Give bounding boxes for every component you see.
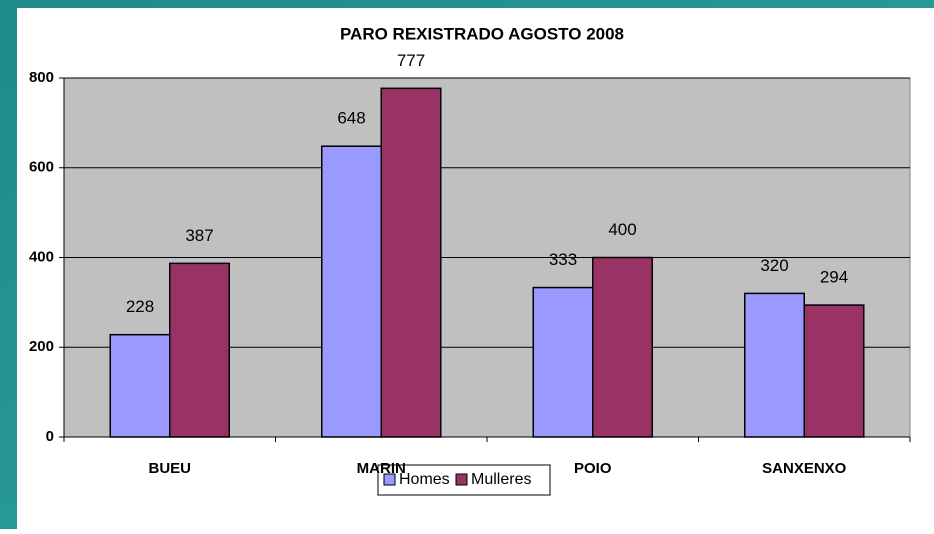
bar <box>169 262 230 438</box>
y-tick-label: 200 <box>29 338 54 355</box>
data-label: 228 <box>126 297 154 316</box>
bar <box>321 145 382 438</box>
bar <box>380 87 442 438</box>
legend-label: Mulleres <box>471 471 531 488</box>
data-label: 387 <box>185 226 213 245</box>
bar <box>803 304 865 438</box>
bar <box>532 286 594 438</box>
data-label: 400 <box>608 220 636 239</box>
legend-label: Homes <box>399 471 450 488</box>
data-label: 777 <box>397 51 425 70</box>
y-tick-label: 0 <box>46 428 54 445</box>
bar <box>592 256 653 438</box>
data-label: 333 <box>549 250 577 269</box>
chart-title: PARO REXISTRADO AGOSTO 2008 <box>340 24 624 43</box>
legend-swatch <box>383 473 396 486</box>
y-tick-label: 800 <box>29 69 54 86</box>
x-tick-label: BUEU <box>148 460 191 477</box>
y-tick-label: 400 <box>29 248 54 265</box>
x-tick-label: POIO <box>574 460 612 477</box>
x-tick-label: SANXENXO <box>762 460 847 477</box>
x-tick-label: MARIN <box>357 460 406 477</box>
legend-swatch <box>455 473 468 486</box>
bar <box>109 333 171 438</box>
y-tick-label: 600 <box>29 159 54 176</box>
data-label: 648 <box>337 109 365 128</box>
data-label: 320 <box>760 256 788 275</box>
data-label: 294 <box>820 268 848 287</box>
bar <box>744 292 805 438</box>
